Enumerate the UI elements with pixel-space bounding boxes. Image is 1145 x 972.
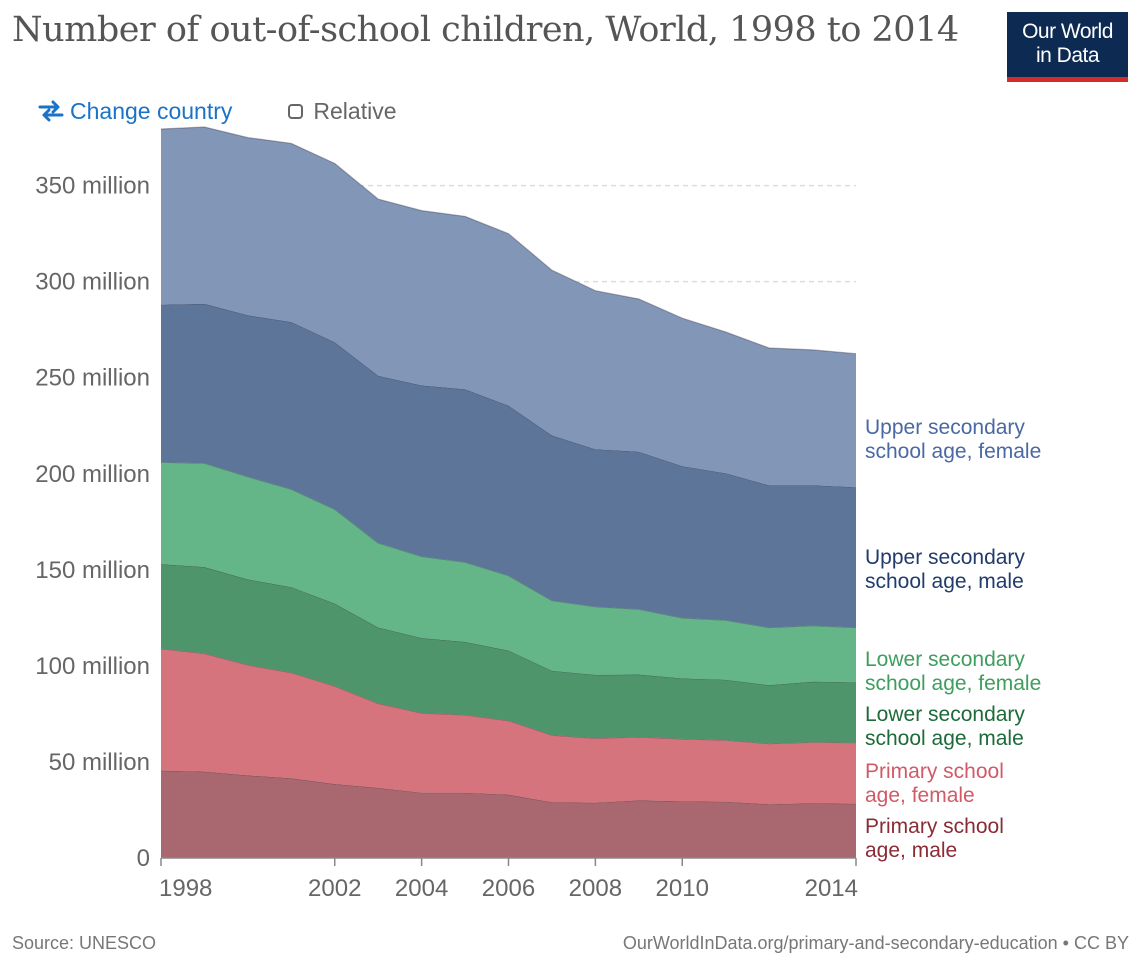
series-label: Upper secondary	[865, 546, 1025, 569]
x-axis: 1998 2002 2004 2006 2008 2010 2014	[159, 857, 858, 902]
series-label: Primary school	[865, 760, 1004, 783]
x-tick-label: 1998	[159, 875, 212, 902]
y-tick-label: 0	[137, 845, 150, 872]
area-edge	[160, 126, 857, 355]
chart-controls: Change country Relative	[38, 96, 397, 126]
area-lower-secondary-school-age-female	[161, 462, 856, 686]
source-note: Source: UNESCO	[12, 933, 157, 953]
change-country-label: Change country	[70, 97, 233, 124]
footer-url[interactable]: OurWorldInData.org/primary-and-secondary…	[622, 933, 1129, 953]
series-label: Lower secondary	[865, 648, 1025, 671]
y-tick-label: 200 million	[35, 461, 150, 488]
x-tick-label: 2008	[569, 875, 622, 902]
x-tick-label: 2014	[805, 875, 858, 902]
series-label: school age, female	[865, 672, 1041, 695]
relative-checkbox[interactable]	[288, 103, 304, 119]
change-country-button[interactable]: Change country	[38, 98, 232, 125]
y-tick-label: 100 million	[35, 653, 150, 680]
area-lower-secondary-school-age-male	[161, 564, 856, 744]
area-upper-secondary-school-age-male	[161, 303, 856, 628]
series-label: age, male	[865, 839, 957, 862]
relative-label: Relative	[313, 97, 397, 124]
x-tick-label: 2006	[482, 875, 535, 902]
series-label: Lower secondary	[865, 703, 1025, 726]
series-label: Primary school	[865, 815, 1004, 838]
chart-title: Number of out-of-school children, World,…	[12, 10, 959, 50]
y-tick-label: 350 million	[35, 173, 150, 200]
series-label: Upper secondary	[865, 416, 1025, 439]
area-upper-secondary-school-age-female	[161, 127, 856, 488]
areas	[160, 126, 857, 858]
x-tick-label: 2004	[395, 875, 448, 902]
series-label: school age, male	[865, 570, 1024, 593]
y-tick-label: 250 million	[35, 365, 150, 392]
y-axis: 0 50 million 100 million 150 million 200 mil…	[35, 173, 150, 872]
x-tick-label: 2010	[656, 875, 709, 902]
area-primary-school-age-female	[161, 648, 856, 805]
logo-line-2: in Data	[1035, 44, 1100, 67]
owid-logo[interactable]: Our World in Data	[1007, 12, 1128, 82]
y-tick-label: 50 million	[49, 749, 150, 776]
area-primary-school-age-male	[161, 770, 856, 858]
logo-line-1: Our World	[1022, 20, 1113, 43]
relative-toggle[interactable]: Relative	[288, 97, 397, 125]
y-tick-label: 150 million	[35, 557, 150, 584]
y-tick-label: 300 million	[35, 269, 150, 296]
series-label: school age, male	[865, 727, 1024, 750]
series-label: age, female	[865, 784, 975, 807]
series-label: school age, female	[865, 440, 1041, 463]
x-tick-label: 2002	[308, 875, 361, 902]
swap-arrows-icon	[38, 100, 64, 122]
